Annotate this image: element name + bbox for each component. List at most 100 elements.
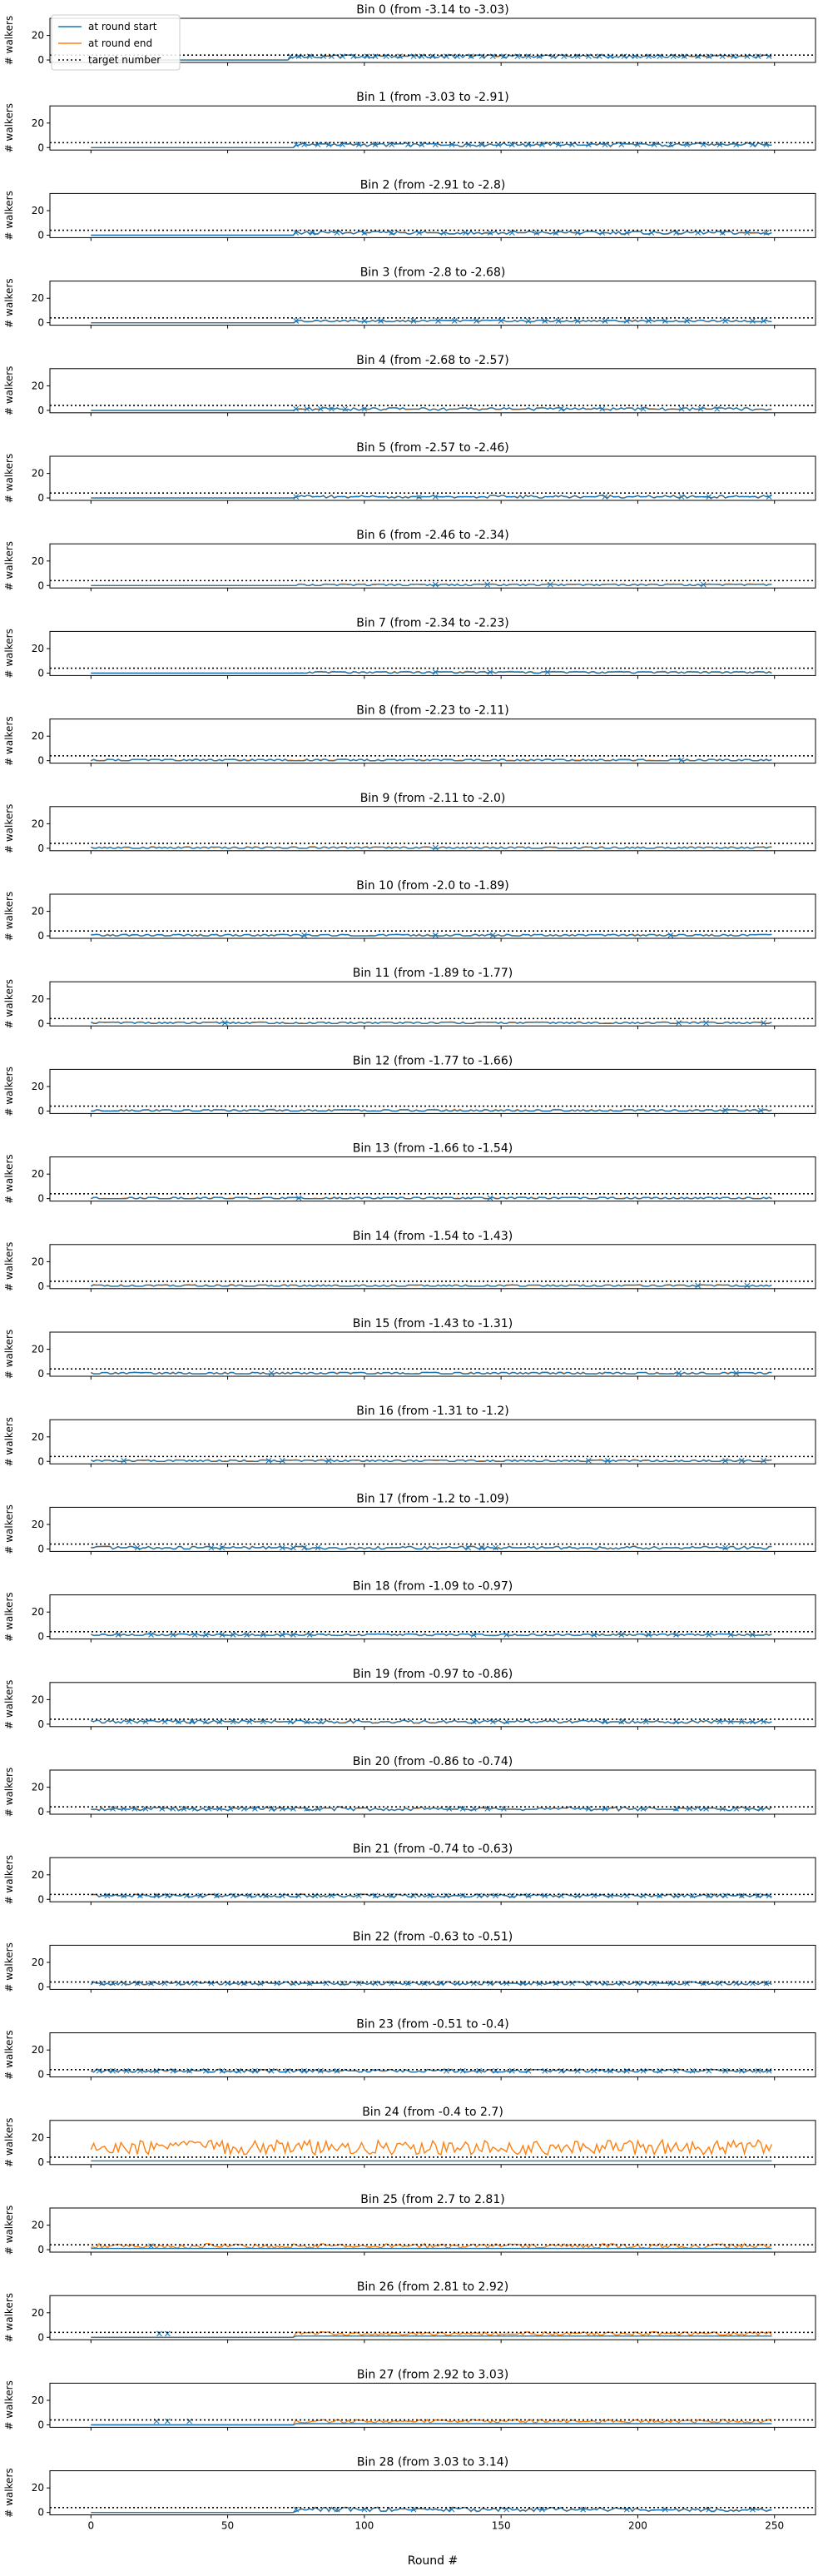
y-tick-label: 0 xyxy=(37,843,44,854)
series-round-start xyxy=(91,1460,772,1463)
marker-point xyxy=(555,318,562,324)
marker-point xyxy=(487,669,493,675)
marker-point xyxy=(503,1718,510,1725)
marker-point xyxy=(279,1457,285,1464)
y-tick-label: 0 xyxy=(37,142,44,153)
marker-point xyxy=(673,1718,679,1725)
marker-point xyxy=(468,53,474,60)
y-tick-label: 20 xyxy=(32,643,44,654)
marker-point xyxy=(673,1632,679,1638)
panel-bin-15: Bin 15 (from -1.43 to -1.31) # walkers 0 20 xyxy=(3,1317,816,1380)
plot-frame xyxy=(49,1944,816,1990)
series-round-start xyxy=(91,1633,772,1636)
series-round-start xyxy=(91,1109,772,1112)
marker-point xyxy=(744,1282,751,1289)
marker-point xyxy=(662,318,668,324)
marker-point xyxy=(646,318,652,324)
marker-point xyxy=(623,318,630,324)
series-round-start xyxy=(91,1371,772,1375)
y-axis-label: # walkers xyxy=(3,103,15,152)
y-tick-label: 0 xyxy=(37,2244,44,2255)
marker-point xyxy=(676,1370,682,1376)
marker-point xyxy=(206,1805,211,1812)
marker-point xyxy=(334,230,340,236)
y-tick-label: 0 xyxy=(37,667,44,679)
y-axis-label: # walkers xyxy=(3,716,15,765)
plot-frame xyxy=(49,1594,816,1640)
marker-point xyxy=(738,1718,745,1725)
plot-frame xyxy=(49,630,816,676)
y-axis-label: # walkers xyxy=(3,1242,15,1291)
marker-point xyxy=(684,142,690,147)
plot-frame xyxy=(49,1244,816,1290)
marker-point xyxy=(763,142,770,147)
y-tick-label: 20 xyxy=(32,468,44,480)
marker-point xyxy=(525,318,532,324)
marker-point xyxy=(651,1980,657,1987)
marker-point xyxy=(602,494,608,500)
marker-point xyxy=(684,318,690,324)
y-tick-label: 20 xyxy=(32,1081,44,1092)
panel-title: Bin 13 (from -1.66 to -1.54) xyxy=(353,1142,513,1156)
x-tick-label: 250 xyxy=(765,2520,784,2532)
panel-bin-13: Bin 13 (from -1.66 to -1.54) # walkers 0 20 xyxy=(3,1142,816,1205)
marker-point xyxy=(700,142,706,147)
marker-point xyxy=(703,1020,709,1026)
y-tick-label: 0 xyxy=(37,317,44,329)
marker-point xyxy=(514,53,521,60)
panel-bin-23: Bin 23 (from -0.51 to -0.4) # walkers 0 20 xyxy=(3,2018,816,2081)
marker-point xyxy=(432,932,439,938)
y-axis-label: # walkers xyxy=(3,2030,15,2079)
panel-title: Bin 17 (from -1.2 to -1.09) xyxy=(356,1492,509,1505)
marker-point xyxy=(476,2067,483,2074)
marker-point xyxy=(503,1632,510,1638)
marker-point xyxy=(651,142,657,147)
marker-point xyxy=(260,1632,266,1638)
plot-frame xyxy=(49,281,816,326)
marker-point xyxy=(285,2067,291,2074)
plot-frame xyxy=(49,2120,816,2166)
y-axis-label: # walkers xyxy=(3,1154,15,1203)
marker-point xyxy=(716,1980,723,1987)
marker-point xyxy=(574,230,581,236)
marker-point xyxy=(525,142,532,147)
marker-point xyxy=(246,1718,253,1725)
y-axis-label: # walkers xyxy=(3,1417,15,1466)
marker-point xyxy=(389,1892,395,1899)
marker-point xyxy=(463,230,469,236)
series-round-end xyxy=(91,2242,772,2250)
marker-point xyxy=(317,405,324,412)
series-round-start xyxy=(91,495,772,500)
marker-point xyxy=(555,142,562,147)
marker-point xyxy=(676,1020,682,1026)
marker-point xyxy=(727,1632,734,1638)
marker-point xyxy=(678,757,685,763)
marker-point xyxy=(405,1980,411,1987)
panel-title: Bin 26 (from 2.81 to 2.92) xyxy=(357,2280,508,2294)
marker-point xyxy=(763,230,770,236)
series-round-start xyxy=(91,319,772,324)
y-axis-label: # walkers xyxy=(3,979,15,1028)
y-tick-label: 20 xyxy=(32,2044,44,2056)
y-axis-label: # walkers xyxy=(3,1680,15,1729)
y-tick-label: 20 xyxy=(32,906,44,918)
marker-point xyxy=(618,1718,625,1725)
marker-point xyxy=(580,2506,587,2513)
marker-point xyxy=(325,1457,332,1464)
series-round-start xyxy=(91,142,772,149)
x-axis-label: Round # xyxy=(408,2554,458,2568)
panel-title: Bin 8 (from -2.23 to -2.11) xyxy=(356,704,509,718)
panel-bin-7: Bin 7 (from -2.34 to -2.23) # walkers 0 20 xyxy=(3,616,816,679)
marker-point xyxy=(599,230,606,236)
marker-point xyxy=(208,1544,215,1551)
series-round-start xyxy=(91,407,772,411)
panel-title: Bin 0 (from -3.14 to -3.03) xyxy=(356,3,509,17)
panel-title: Bin 2 (from -2.91 to -2.8) xyxy=(360,178,506,191)
y-axis-label: # walkers xyxy=(3,2118,15,2167)
marker-point xyxy=(667,142,674,147)
marker-point xyxy=(268,1370,275,1376)
plot-frame xyxy=(49,2470,816,2516)
marker-point xyxy=(508,2067,515,2074)
panel-title: Bin 24 (from -0.4 to 2.7) xyxy=(362,2106,503,2119)
